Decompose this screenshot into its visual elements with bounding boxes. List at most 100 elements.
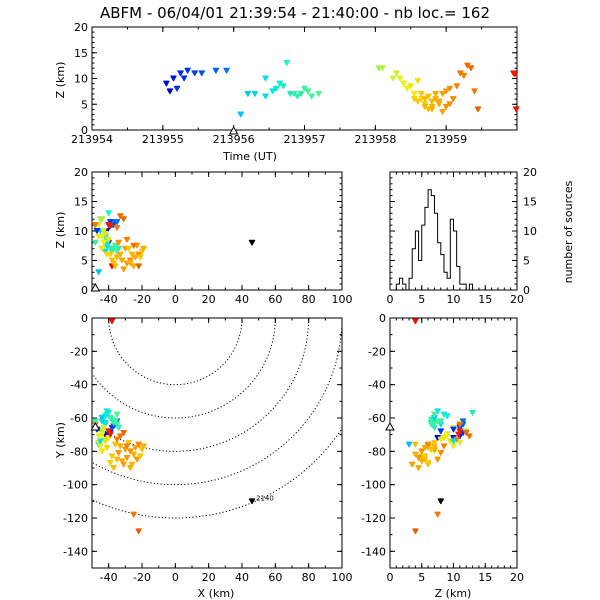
source-point <box>103 242 111 249</box>
xy-x-axis-label: X (km) <box>198 587 235 600</box>
x-y-frame <box>91 317 343 569</box>
source-point <box>140 245 147 252</box>
source-point <box>115 245 122 252</box>
source-point <box>107 251 114 258</box>
xz-xtick-label: 100 <box>332 293 353 306</box>
source-point <box>108 318 116 325</box>
source-point <box>431 440 438 446</box>
xy-ytick-label: -80 <box>70 445 88 458</box>
source-point <box>428 103 436 110</box>
source-point <box>128 251 136 258</box>
source-point <box>102 248 109 255</box>
source-point <box>123 236 131 243</box>
zy-ytick-label: -100 <box>361 479 386 492</box>
source-point <box>112 418 119 425</box>
source-point <box>467 65 475 71</box>
xz-xtick-label: 0 <box>172 293 179 306</box>
source-point <box>113 456 121 463</box>
xy-ytick-label: -100 <box>63 479 88 492</box>
source-point <box>511 71 519 78</box>
zy-xtick-label: 10 <box>447 571 461 584</box>
zy-z-axis-label: Z (km) <box>435 587 472 600</box>
source-point <box>107 219 114 225</box>
source-point <box>437 498 444 505</box>
source-point <box>428 98 436 105</box>
source-point <box>120 216 127 222</box>
source-point <box>248 239 256 246</box>
source-point <box>113 421 121 428</box>
source-point <box>115 425 122 431</box>
source-point <box>456 428 464 435</box>
source-point <box>428 446 435 453</box>
source-point <box>137 453 144 460</box>
source-point <box>251 90 259 97</box>
source-point <box>396 75 404 82</box>
source-point <box>132 445 139 451</box>
source-point <box>513 106 520 113</box>
xy-xtick-label: -40 <box>100 571 118 584</box>
source-point <box>103 445 111 451</box>
source-point <box>115 450 122 456</box>
source-point <box>414 98 422 105</box>
source-point <box>112 441 119 448</box>
source-point <box>110 260 117 267</box>
source-point <box>304 88 312 95</box>
source-point <box>123 455 131 461</box>
source-point <box>115 239 122 246</box>
source-point <box>223 67 230 74</box>
source-point <box>428 416 435 423</box>
source-point <box>471 88 478 95</box>
zy-xtick-label: 20 <box>510 571 524 584</box>
time-ytick-label: 5 <box>81 98 88 111</box>
source-point <box>459 418 467 425</box>
source-point <box>120 461 127 468</box>
figure-title: ABFM - 06/04/01 21:39:54 - 21:40:00 - nb… <box>100 4 457 22</box>
source-point <box>133 456 141 463</box>
source-point <box>248 498 256 505</box>
source-point <box>456 421 464 428</box>
source-point <box>442 103 450 110</box>
source-point <box>409 461 416 468</box>
source-point <box>135 528 142 535</box>
zy-ytick-label: -140 <box>361 545 386 558</box>
hist-ytick-label: 20 <box>523 166 537 179</box>
xy-ytick-label: -40 <box>70 379 88 392</box>
histogram-steps <box>390 189 517 291</box>
source-point <box>456 440 464 446</box>
source-point <box>290 90 298 97</box>
source-point <box>105 428 112 435</box>
source-point <box>127 260 134 267</box>
hist-ytick-label: 10 <box>523 225 537 238</box>
point-annotation: 2140 <box>256 494 274 502</box>
source-point <box>97 443 104 450</box>
source-point <box>450 443 457 450</box>
source-point <box>404 85 411 92</box>
source-point <box>184 67 191 74</box>
xy-ytick-label: -60 <box>70 412 88 425</box>
source-point <box>442 88 450 95</box>
time-z-axis-label: Z (km) <box>54 62 67 99</box>
source-point <box>92 239 99 246</box>
hist-xtick-label: 10 <box>447 293 461 306</box>
zy-xtick-label: 15 <box>478 571 492 584</box>
source-point <box>135 263 142 270</box>
source-point <box>393 70 400 77</box>
xy-xtick-label: 60 <box>268 571 282 584</box>
source-point <box>428 421 435 428</box>
source-point <box>412 451 419 458</box>
source-point <box>421 445 429 451</box>
source-point <box>107 223 114 230</box>
source-point <box>424 441 432 448</box>
source-point <box>237 111 244 118</box>
source-point <box>105 210 112 217</box>
source-point <box>113 219 121 225</box>
source-point <box>411 96 418 102</box>
zy-ytick-label: -40 <box>368 379 386 392</box>
source-point <box>294 93 301 100</box>
source-point <box>421 96 429 102</box>
source-point <box>98 448 106 455</box>
source-point <box>412 441 419 448</box>
source-point <box>130 242 137 249</box>
source-point <box>437 436 444 443</box>
